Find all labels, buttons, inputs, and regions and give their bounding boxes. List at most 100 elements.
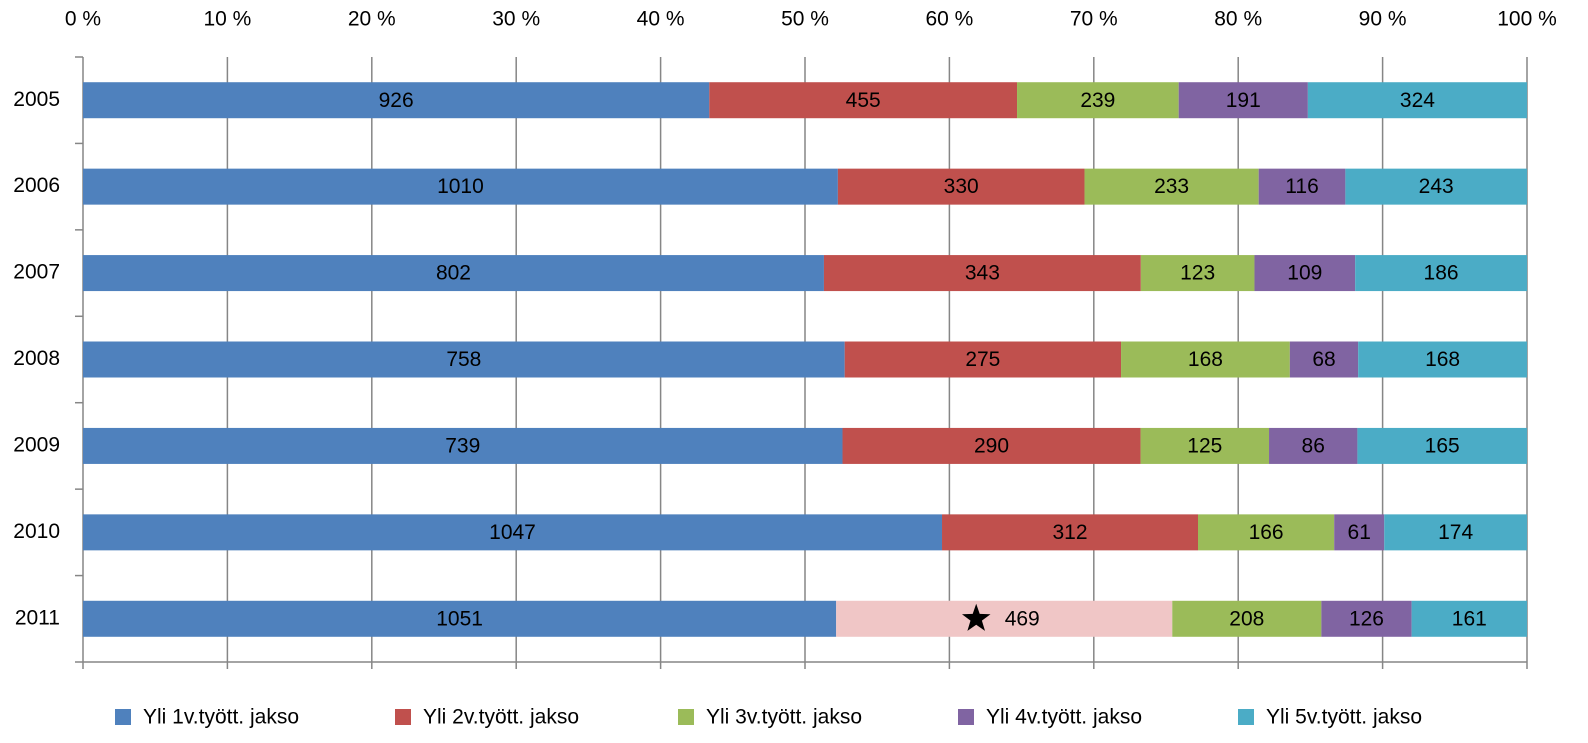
bar-segment: [83, 168, 838, 205]
y-tick-label: 2010: [13, 520, 60, 543]
y-tick-label: 2006: [13, 174, 60, 197]
bar-segment: [1269, 427, 1358, 464]
bar-segment: [1178, 82, 1308, 119]
bar-segment: [844, 341, 1122, 378]
data-label: 739: [445, 434, 480, 457]
x-tick-label: 30 %: [492, 8, 540, 31]
legend-label: Yli 4v.tyött. jakso: [986, 706, 1142, 729]
x-tick-label: 40 %: [637, 8, 685, 31]
data-label: 161: [1452, 607, 1487, 630]
data-label: 123: [1180, 262, 1215, 285]
data-label: 290: [974, 434, 1009, 457]
bar-segment: [836, 600, 1173, 637]
bar-segment: [1197, 514, 1335, 551]
data-label: 191: [1226, 89, 1261, 112]
bar-segment: [83, 600, 837, 637]
data-label: 1051: [436, 607, 483, 630]
data-label: 233: [1154, 175, 1189, 198]
bar-segment: [1258, 168, 1346, 205]
data-label: 61: [1348, 521, 1371, 544]
bar-segment: [1140, 255, 1255, 292]
data-label: 926: [379, 89, 414, 112]
bar-segment: [837, 168, 1085, 205]
data-label: 1010: [437, 175, 484, 198]
bar-segment: [709, 82, 1018, 119]
data-label: 68: [1312, 348, 1335, 371]
bar-segment: [842, 427, 1141, 464]
x-tick-label: 100 %: [1497, 8, 1557, 31]
data-label: 239: [1080, 89, 1115, 112]
data-label: 125: [1187, 434, 1222, 457]
bar-segment: [83, 514, 943, 551]
data-label: 168: [1425, 348, 1460, 371]
star-marker: [962, 603, 991, 631]
bar-segment: [1307, 82, 1527, 119]
data-label: 243: [1419, 175, 1454, 198]
bar-segment: [1321, 600, 1412, 637]
bar-segment: [83, 82, 710, 119]
bar-segment: [1254, 255, 1356, 292]
bar-segment: [1334, 514, 1385, 551]
bar-segment: [83, 341, 845, 378]
data-label: 802: [436, 262, 471, 285]
data-label: 469: [1005, 607, 1040, 630]
bar-segment: [1084, 168, 1259, 205]
bar-segment: [1384, 514, 1527, 551]
x-tick-label: 20 %: [348, 8, 396, 31]
data-label: 758: [446, 348, 481, 371]
x-tick-label: 10 %: [203, 8, 251, 31]
bar-segment: [1411, 600, 1527, 637]
bar-segment: [1017, 82, 1179, 119]
data-label: 455: [846, 89, 881, 112]
data-label: 168: [1188, 348, 1223, 371]
data-label: 1047: [489, 521, 536, 544]
data-label: 116: [1285, 175, 1318, 198]
legend-swatch: [958, 709, 974, 725]
bar-segment: [1357, 427, 1527, 464]
legend-swatch: [115, 709, 131, 725]
data-label: 174: [1438, 521, 1473, 544]
bar-segment: [1358, 341, 1527, 378]
x-tick-label: 0 %: [65, 8, 101, 31]
y-tick-label: 2007: [13, 261, 60, 284]
bar-segment: [1121, 341, 1290, 378]
y-tick-label: 2005: [13, 88, 60, 111]
data-label: 109: [1287, 262, 1322, 285]
x-tick-label: 80 %: [1214, 8, 1262, 31]
bar-segment: [823, 255, 1141, 292]
data-label: 330: [944, 175, 979, 198]
y-tick-label: 2008: [13, 347, 60, 370]
bar-segment: [942, 514, 1198, 551]
data-label: 126: [1349, 607, 1384, 630]
data-label: 343: [965, 262, 1000, 285]
y-tick-label: 2011: [15, 606, 60, 629]
data-label: 166: [1249, 521, 1284, 544]
data-label: 186: [1424, 262, 1459, 285]
y-tick-label: 2009: [13, 433, 60, 456]
legend-label: Yli 3v.tyött. jakso: [706, 706, 862, 729]
x-tick-label: 50 %: [781, 8, 829, 31]
bar-segment: [1345, 168, 1527, 205]
legend-label: Yli 5v.tyött. jakso: [1266, 706, 1422, 729]
bar-segment: [83, 255, 824, 292]
data-label: 165: [1425, 434, 1460, 457]
bar-segment: [83, 427, 843, 464]
legend-label: Yli 2v.tyött. jakso: [423, 706, 579, 729]
x-tick-label: 60 %: [925, 8, 973, 31]
legend-swatch: [395, 709, 411, 725]
bar-segment: [1355, 255, 1527, 292]
legend-swatch: [678, 709, 694, 725]
data-label: 312: [1052, 521, 1087, 544]
legend-swatch: [1238, 709, 1254, 725]
bar-segment: [1289, 341, 1359, 378]
legend-label: Yli 1v.tyött. jakso: [143, 706, 299, 729]
x-tick-label: 70 %: [1070, 8, 1118, 31]
bar-segment: [1140, 427, 1270, 464]
bar-segment: [1172, 600, 1322, 637]
data-label: 324: [1400, 89, 1435, 112]
data-label: 275: [965, 348, 1000, 371]
data-label: 86: [1302, 434, 1325, 457]
x-tick-label: 90 %: [1359, 8, 1407, 31]
data-label: 208: [1229, 607, 1264, 630]
